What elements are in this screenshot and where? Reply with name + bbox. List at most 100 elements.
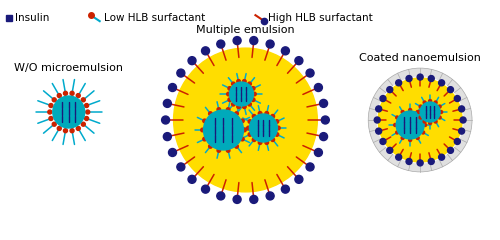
- Circle shape: [217, 40, 225, 48]
- Circle shape: [438, 80, 444, 86]
- Circle shape: [434, 101, 437, 104]
- Circle shape: [378, 78, 462, 162]
- Circle shape: [64, 129, 68, 133]
- Circle shape: [202, 185, 209, 193]
- Circle shape: [376, 128, 382, 134]
- Circle shape: [188, 175, 196, 183]
- Circle shape: [396, 154, 402, 160]
- Circle shape: [204, 110, 244, 150]
- Circle shape: [460, 117, 466, 123]
- Circle shape: [235, 144, 238, 148]
- Circle shape: [208, 144, 212, 148]
- Circle shape: [458, 106, 464, 112]
- Circle shape: [448, 147, 454, 153]
- Circle shape: [396, 80, 402, 86]
- Circle shape: [380, 96, 386, 102]
- Circle shape: [252, 114, 256, 118]
- Circle shape: [250, 195, 258, 204]
- Circle shape: [423, 101, 426, 104]
- Circle shape: [237, 105, 240, 108]
- Circle shape: [428, 158, 434, 164]
- Circle shape: [202, 47, 209, 55]
- Circle shape: [52, 122, 56, 126]
- Circle shape: [271, 138, 274, 142]
- Circle shape: [52, 98, 56, 102]
- Circle shape: [424, 124, 426, 126]
- Circle shape: [394, 124, 396, 126]
- Circle shape: [438, 105, 441, 108]
- Circle shape: [84, 116, 88, 120]
- Circle shape: [454, 96, 460, 102]
- Circle shape: [306, 69, 314, 77]
- Circle shape: [423, 120, 426, 123]
- Circle shape: [232, 82, 235, 86]
- Circle shape: [64, 91, 68, 95]
- Circle shape: [396, 116, 398, 119]
- Circle shape: [70, 91, 74, 95]
- Circle shape: [438, 116, 441, 119]
- Circle shape: [265, 112, 268, 115]
- Text: W/O microemulsion: W/O microemulsion: [14, 63, 124, 73]
- Circle shape: [271, 114, 274, 118]
- Circle shape: [428, 100, 432, 102]
- Circle shape: [418, 110, 420, 114]
- Circle shape: [422, 116, 424, 119]
- Circle shape: [203, 119, 206, 123]
- Circle shape: [82, 122, 86, 126]
- Circle shape: [266, 40, 274, 48]
- Circle shape: [416, 137, 419, 139]
- Circle shape: [380, 138, 386, 144]
- Circle shape: [168, 149, 176, 156]
- Circle shape: [417, 160, 423, 166]
- Circle shape: [188, 57, 196, 65]
- Circle shape: [419, 105, 422, 108]
- Circle shape: [368, 68, 472, 172]
- Circle shape: [314, 149, 322, 156]
- Circle shape: [76, 94, 80, 98]
- Circle shape: [177, 163, 185, 171]
- Circle shape: [419, 116, 422, 119]
- Circle shape: [226, 92, 230, 96]
- Circle shape: [242, 80, 246, 83]
- Circle shape: [417, 74, 423, 80]
- Circle shape: [217, 149, 220, 152]
- Circle shape: [217, 108, 220, 111]
- Circle shape: [320, 99, 328, 107]
- Circle shape: [275, 120, 278, 123]
- Circle shape: [314, 84, 322, 91]
- Circle shape: [237, 80, 240, 83]
- Circle shape: [226, 149, 230, 152]
- Circle shape: [401, 111, 404, 114]
- Text: Low HLB surfactant: Low HLB surfactant: [104, 13, 205, 23]
- Circle shape: [282, 47, 290, 55]
- Text: Insulin: Insulin: [15, 13, 49, 23]
- Circle shape: [240, 137, 244, 141]
- Circle shape: [266, 192, 274, 200]
- Circle shape: [84, 103, 88, 108]
- Circle shape: [233, 36, 241, 45]
- Circle shape: [306, 163, 314, 171]
- Circle shape: [408, 138, 412, 141]
- Circle shape: [246, 126, 250, 130]
- Circle shape: [48, 110, 52, 114]
- Circle shape: [377, 77, 463, 163]
- Circle shape: [82, 98, 86, 102]
- Circle shape: [240, 119, 244, 123]
- Circle shape: [416, 111, 419, 114]
- Circle shape: [276, 126, 280, 130]
- Circle shape: [376, 106, 382, 112]
- Circle shape: [86, 110, 89, 114]
- Circle shape: [58, 126, 62, 130]
- Circle shape: [387, 147, 393, 153]
- Circle shape: [248, 120, 252, 123]
- Circle shape: [275, 133, 278, 136]
- Circle shape: [250, 114, 278, 142]
- Circle shape: [58, 94, 62, 98]
- Circle shape: [49, 103, 53, 108]
- Circle shape: [258, 141, 262, 144]
- Circle shape: [434, 120, 437, 123]
- Circle shape: [265, 141, 268, 144]
- Circle shape: [322, 116, 330, 124]
- Circle shape: [168, 84, 176, 91]
- Circle shape: [438, 154, 444, 160]
